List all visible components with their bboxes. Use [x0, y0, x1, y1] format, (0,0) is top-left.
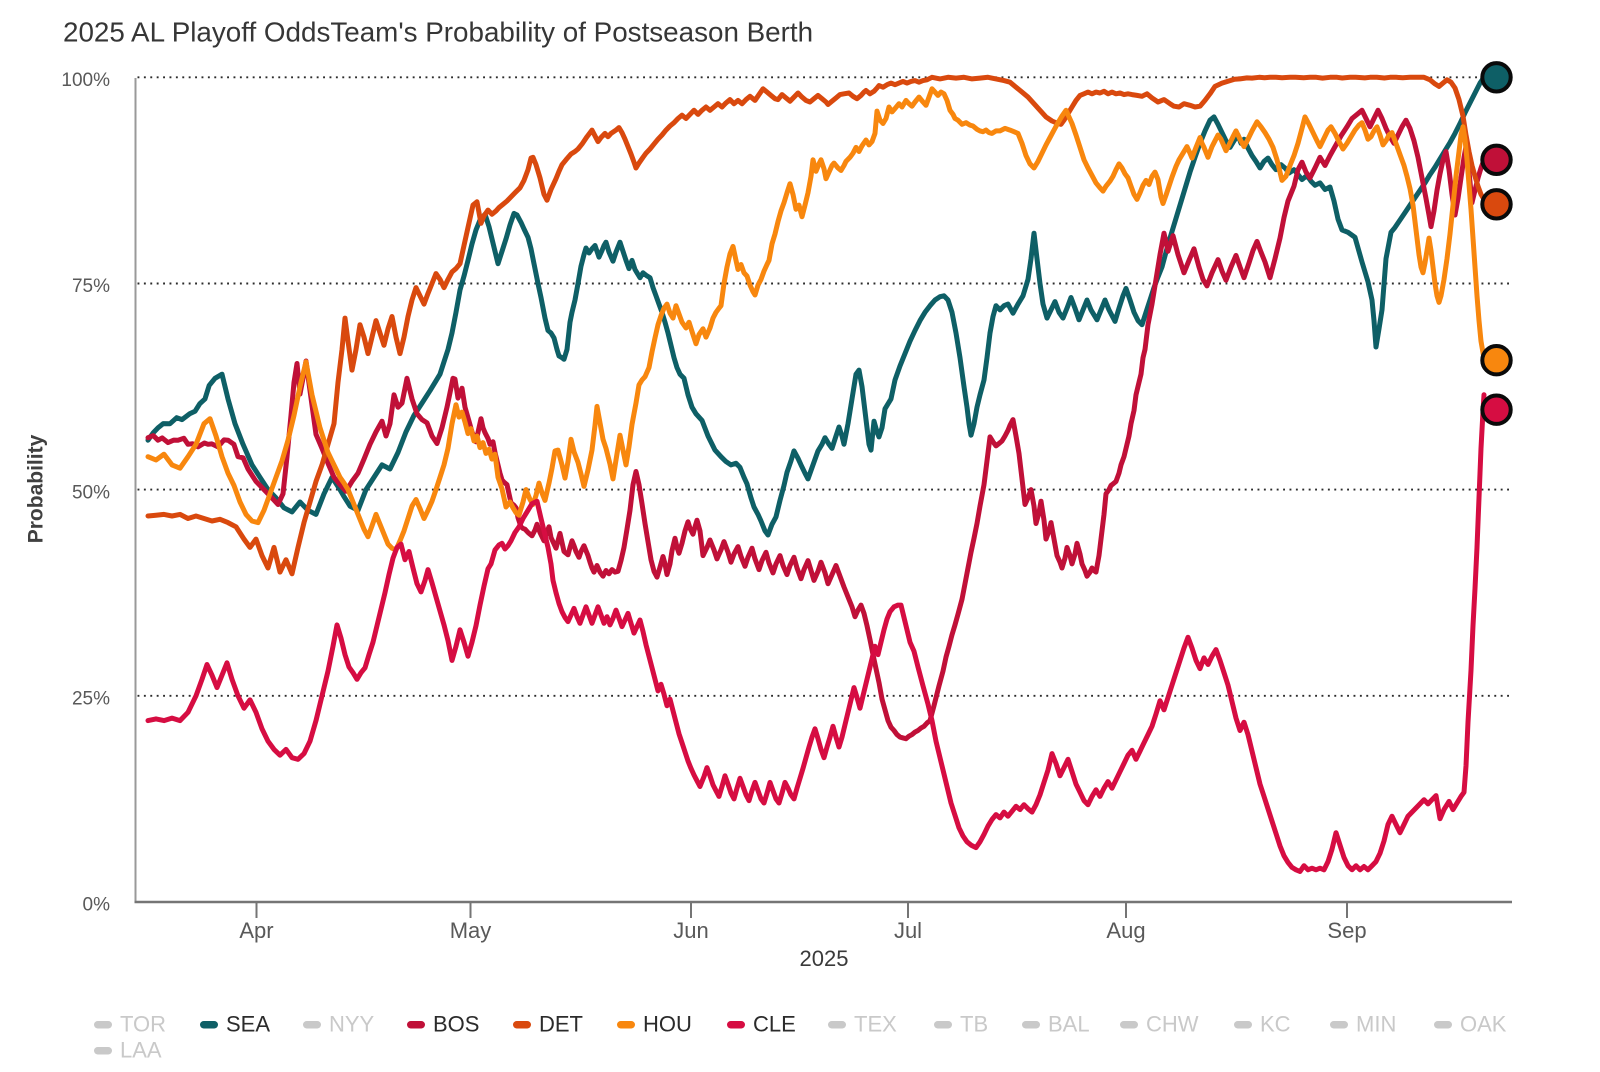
svg-text:Apr: Apr: [239, 918, 273, 943]
svg-text:Probability: Probability: [25, 434, 48, 543]
svg-text:Sep: Sep: [1327, 918, 1366, 943]
svg-text:TEX: TEX: [854, 1012, 897, 1037]
svg-text:MIN: MIN: [1356, 1012, 1396, 1037]
svg-text:Aug: Aug: [1106, 918, 1145, 943]
svg-text:TOR: TOR: [120, 1012, 166, 1037]
svg-text:TB: TB: [960, 1012, 988, 1037]
svg-text:BAL: BAL: [1048, 1012, 1090, 1037]
svg-text:25%: 25%: [72, 689, 110, 710]
svg-text:May: May: [450, 918, 492, 943]
svg-text:HOU: HOU: [643, 1012, 692, 1037]
svg-text:2025: 2025: [800, 946, 849, 971]
svg-text:DET: DET: [539, 1012, 583, 1037]
svg-text:KC: KC: [1260, 1012, 1291, 1037]
svg-text:Jun: Jun: [673, 918, 708, 943]
svg-text:50%: 50%: [72, 482, 110, 503]
svg-text:LAA: LAA: [120, 1038, 162, 1063]
svg-text:CHW: CHW: [1146, 1012, 1199, 1037]
svg-text:0%: 0%: [83, 895, 111, 916]
svg-text:100%: 100%: [61, 70, 110, 91]
svg-text:OAK: OAK: [1460, 1012, 1507, 1037]
svg-text:75%: 75%: [72, 276, 110, 297]
svg-text:NYY: NYY: [329, 1012, 375, 1037]
svg-text:2025 AL Playoff OddsTeam's Pro: 2025 AL Playoff OddsTeam's Probability o…: [63, 17, 813, 48]
svg-text:BOS: BOS: [433, 1012, 479, 1037]
svg-text:SEA: SEA: [226, 1012, 270, 1037]
svg-text:CLE: CLE: [753, 1012, 796, 1037]
svg-text:Jul: Jul: [894, 918, 922, 943]
